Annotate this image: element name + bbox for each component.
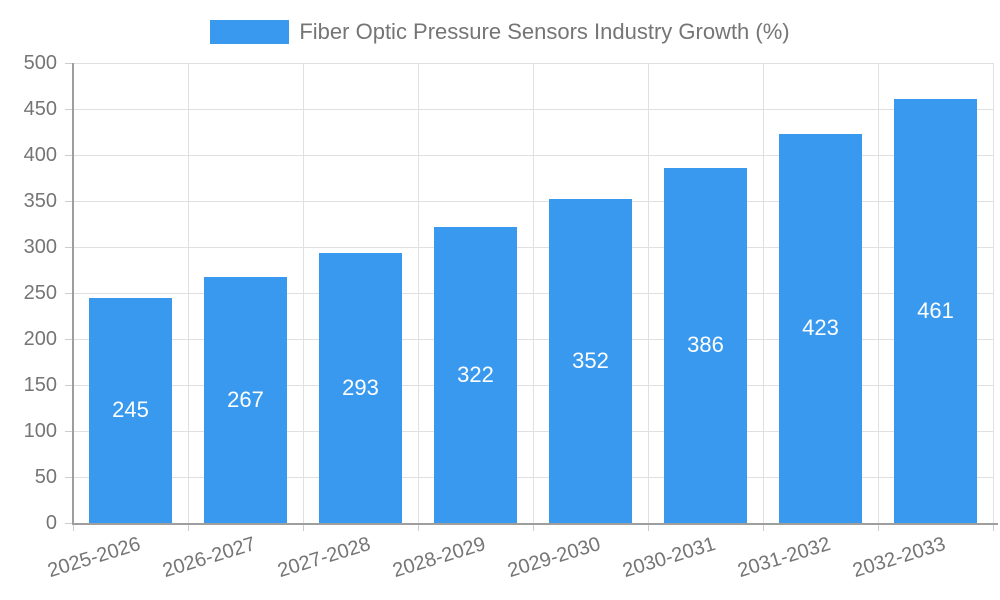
bar xyxy=(894,98,977,523)
y-tick-label: 200 xyxy=(23,328,57,350)
bar xyxy=(779,133,862,523)
bar xyxy=(664,167,747,523)
x-axis-label: 2030-2031 xyxy=(620,533,718,583)
grid-line-vertical xyxy=(187,63,189,523)
y-tick-label: 100 xyxy=(23,420,57,442)
x-axis-label: 2025-2026 xyxy=(45,533,143,583)
bar-value-label: 322 xyxy=(457,361,494,387)
grid-line-vertical xyxy=(532,63,534,523)
y-tick-label: 0 xyxy=(45,512,57,534)
x-axis-label: 2029-2030 xyxy=(505,533,603,583)
x-axis-tick xyxy=(877,523,879,531)
x-axis-tick xyxy=(647,523,649,531)
y-axis-tick xyxy=(65,62,73,64)
y-axis-tick xyxy=(65,384,73,386)
legend-swatch xyxy=(210,20,290,44)
y-tick-label: 500 xyxy=(23,52,57,74)
x-axis-tick xyxy=(302,523,304,531)
bar-value-label: 293 xyxy=(342,375,379,401)
y-axis-tick xyxy=(65,476,73,478)
bar-value-label: 423 xyxy=(802,315,839,341)
x-axis-label: 2027-2028 xyxy=(275,533,373,583)
bar-value-label: 267 xyxy=(227,387,264,413)
y-axis-tick xyxy=(65,338,73,340)
grid-line-vertical xyxy=(762,63,764,523)
y-axis-tick xyxy=(65,108,73,110)
x-axis-tick xyxy=(187,523,189,531)
bar-value-label: 386 xyxy=(687,332,724,358)
y-tick-label: 150 xyxy=(23,374,57,396)
y-axis-tick xyxy=(65,292,73,294)
x-axis-label: 2032-2033 xyxy=(850,533,948,583)
y-axis-line xyxy=(72,63,74,524)
y-tick-label: 300 xyxy=(23,236,57,258)
x-axis-label: 2026-2027 xyxy=(160,533,258,583)
x-axis-label: 2028-2029 xyxy=(390,533,488,583)
y-tick-label: 350 xyxy=(23,190,57,212)
x-axis-tick xyxy=(532,523,534,531)
legend-label: Fiber Optic Pressure Sensors Industry Gr… xyxy=(299,19,790,44)
grid-line-vertical xyxy=(992,63,994,523)
y-tick-label: 400 xyxy=(23,144,57,166)
grid-line-vertical xyxy=(302,63,304,523)
chart-legend: Fiber Optic Pressure Sensors Industry Gr… xyxy=(0,18,1000,46)
y-axis-tick xyxy=(65,200,73,202)
bar xyxy=(204,277,287,523)
bar xyxy=(434,226,517,523)
bar-value-label: 461 xyxy=(917,297,954,323)
bar-value-label: 245 xyxy=(112,397,149,423)
x-axis-tick xyxy=(417,523,419,531)
x-axis-tick xyxy=(72,523,74,531)
bar-value-label: 352 xyxy=(572,348,609,374)
grid-line-vertical xyxy=(877,63,879,523)
x-axis-tick xyxy=(992,523,994,531)
x-axis-line xyxy=(72,523,998,525)
y-axis-tick xyxy=(65,154,73,156)
x-axis-label: 2031-2032 xyxy=(735,533,833,583)
y-axis-tick xyxy=(65,246,73,248)
y-axis-tick xyxy=(65,430,73,432)
y-axis-tick xyxy=(65,522,73,524)
grid-line-vertical xyxy=(647,63,649,523)
x-axis-tick xyxy=(762,523,764,531)
bar xyxy=(89,297,172,523)
bar xyxy=(549,199,632,523)
y-tick-label: 250 xyxy=(23,282,57,304)
y-tick-label: 50 xyxy=(34,466,57,488)
y-tick-label: 450 xyxy=(23,98,57,120)
bar xyxy=(319,253,402,523)
grid-line-vertical xyxy=(417,63,419,523)
